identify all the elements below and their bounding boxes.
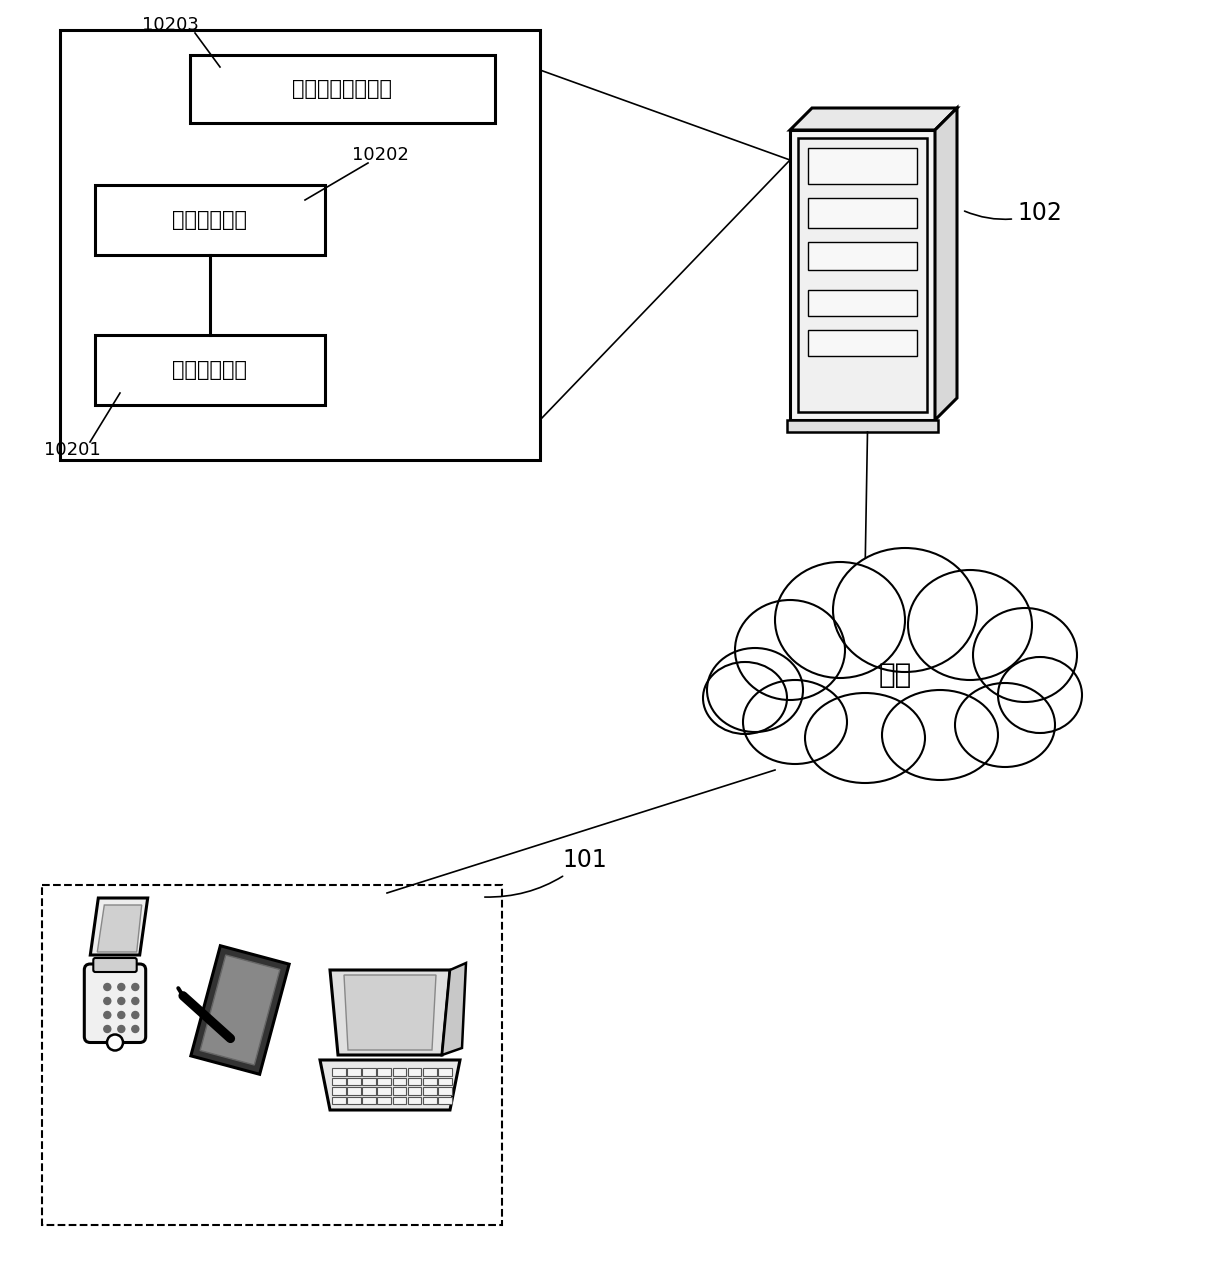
FancyBboxPatch shape — [377, 1077, 391, 1085]
FancyBboxPatch shape — [363, 1077, 376, 1085]
Ellipse shape — [725, 605, 1066, 745]
Bar — [60, 31, 540, 460]
FancyBboxPatch shape — [423, 1077, 436, 1085]
FancyBboxPatch shape — [85, 964, 146, 1043]
FancyBboxPatch shape — [392, 1077, 407, 1085]
FancyBboxPatch shape — [377, 1087, 391, 1095]
Polygon shape — [790, 108, 957, 130]
Text: 10202: 10202 — [351, 146, 408, 164]
Bar — [95, 335, 324, 405]
FancyBboxPatch shape — [408, 1077, 422, 1085]
FancyBboxPatch shape — [438, 1068, 452, 1076]
FancyBboxPatch shape — [347, 1077, 361, 1085]
FancyBboxPatch shape — [347, 1096, 361, 1104]
Polygon shape — [331, 970, 450, 1055]
FancyBboxPatch shape — [93, 959, 136, 973]
FancyBboxPatch shape — [377, 1096, 391, 1104]
Ellipse shape — [955, 684, 1054, 768]
Text: 101: 101 — [484, 848, 607, 897]
Ellipse shape — [735, 600, 846, 700]
FancyBboxPatch shape — [363, 1087, 376, 1095]
Polygon shape — [97, 905, 141, 952]
FancyBboxPatch shape — [408, 1096, 422, 1104]
Bar — [95, 185, 324, 255]
FancyBboxPatch shape — [392, 1068, 407, 1076]
FancyBboxPatch shape — [408, 1087, 422, 1095]
FancyBboxPatch shape — [363, 1068, 376, 1076]
FancyBboxPatch shape — [423, 1096, 436, 1104]
Bar — [807, 290, 917, 316]
Ellipse shape — [833, 547, 977, 672]
Bar — [807, 330, 917, 356]
Circle shape — [118, 998, 125, 1004]
Ellipse shape — [908, 570, 1032, 680]
Ellipse shape — [973, 608, 1077, 701]
FancyBboxPatch shape — [332, 1087, 345, 1095]
Bar — [42, 885, 501, 1225]
Text: 语音判别单元单元: 语音判别单元单元 — [293, 79, 392, 99]
Circle shape — [103, 998, 111, 1004]
Text: 10203: 10203 — [141, 17, 198, 34]
Circle shape — [132, 998, 139, 1004]
Ellipse shape — [775, 561, 905, 679]
Bar — [787, 420, 938, 432]
Bar — [798, 137, 927, 412]
Ellipse shape — [805, 693, 925, 783]
FancyBboxPatch shape — [347, 1068, 361, 1076]
Circle shape — [132, 1012, 139, 1018]
Bar — [807, 242, 917, 270]
Circle shape — [118, 984, 125, 990]
FancyBboxPatch shape — [332, 1077, 345, 1085]
Polygon shape — [442, 962, 466, 1055]
Ellipse shape — [998, 657, 1082, 733]
Bar — [190, 55, 495, 123]
Circle shape — [118, 1026, 125, 1032]
FancyBboxPatch shape — [363, 1096, 376, 1104]
FancyBboxPatch shape — [423, 1087, 436, 1095]
Text: 102: 102 — [965, 201, 1062, 225]
FancyBboxPatch shape — [423, 1068, 436, 1076]
Circle shape — [107, 1035, 123, 1050]
Ellipse shape — [707, 648, 803, 732]
Ellipse shape — [744, 680, 847, 764]
FancyBboxPatch shape — [392, 1087, 407, 1095]
Bar — [807, 199, 917, 228]
Polygon shape — [344, 975, 436, 1050]
FancyBboxPatch shape — [438, 1087, 452, 1095]
Circle shape — [118, 1012, 125, 1018]
Text: 10201: 10201 — [43, 440, 101, 460]
Polygon shape — [200, 955, 280, 1066]
FancyBboxPatch shape — [392, 1096, 407, 1104]
Polygon shape — [190, 946, 289, 1074]
Ellipse shape — [703, 662, 787, 735]
FancyBboxPatch shape — [438, 1096, 452, 1104]
Circle shape — [132, 1026, 139, 1032]
Circle shape — [132, 984, 139, 990]
Circle shape — [103, 1012, 111, 1018]
FancyBboxPatch shape — [438, 1077, 452, 1085]
Text: 网络: 网络 — [879, 661, 912, 689]
Circle shape — [103, 1026, 111, 1032]
Text: 语音识别单元: 语音识别单元 — [172, 210, 247, 230]
Bar — [790, 130, 935, 420]
Text: 语音增强单元: 语音增强单元 — [172, 360, 247, 381]
Circle shape — [103, 984, 111, 990]
FancyBboxPatch shape — [408, 1068, 422, 1076]
FancyBboxPatch shape — [332, 1096, 345, 1104]
Bar — [807, 148, 917, 185]
FancyBboxPatch shape — [377, 1068, 391, 1076]
FancyBboxPatch shape — [332, 1068, 345, 1076]
Polygon shape — [935, 108, 957, 420]
Ellipse shape — [882, 690, 998, 780]
Polygon shape — [90, 897, 147, 955]
FancyBboxPatch shape — [347, 1087, 361, 1095]
Polygon shape — [320, 1060, 460, 1110]
